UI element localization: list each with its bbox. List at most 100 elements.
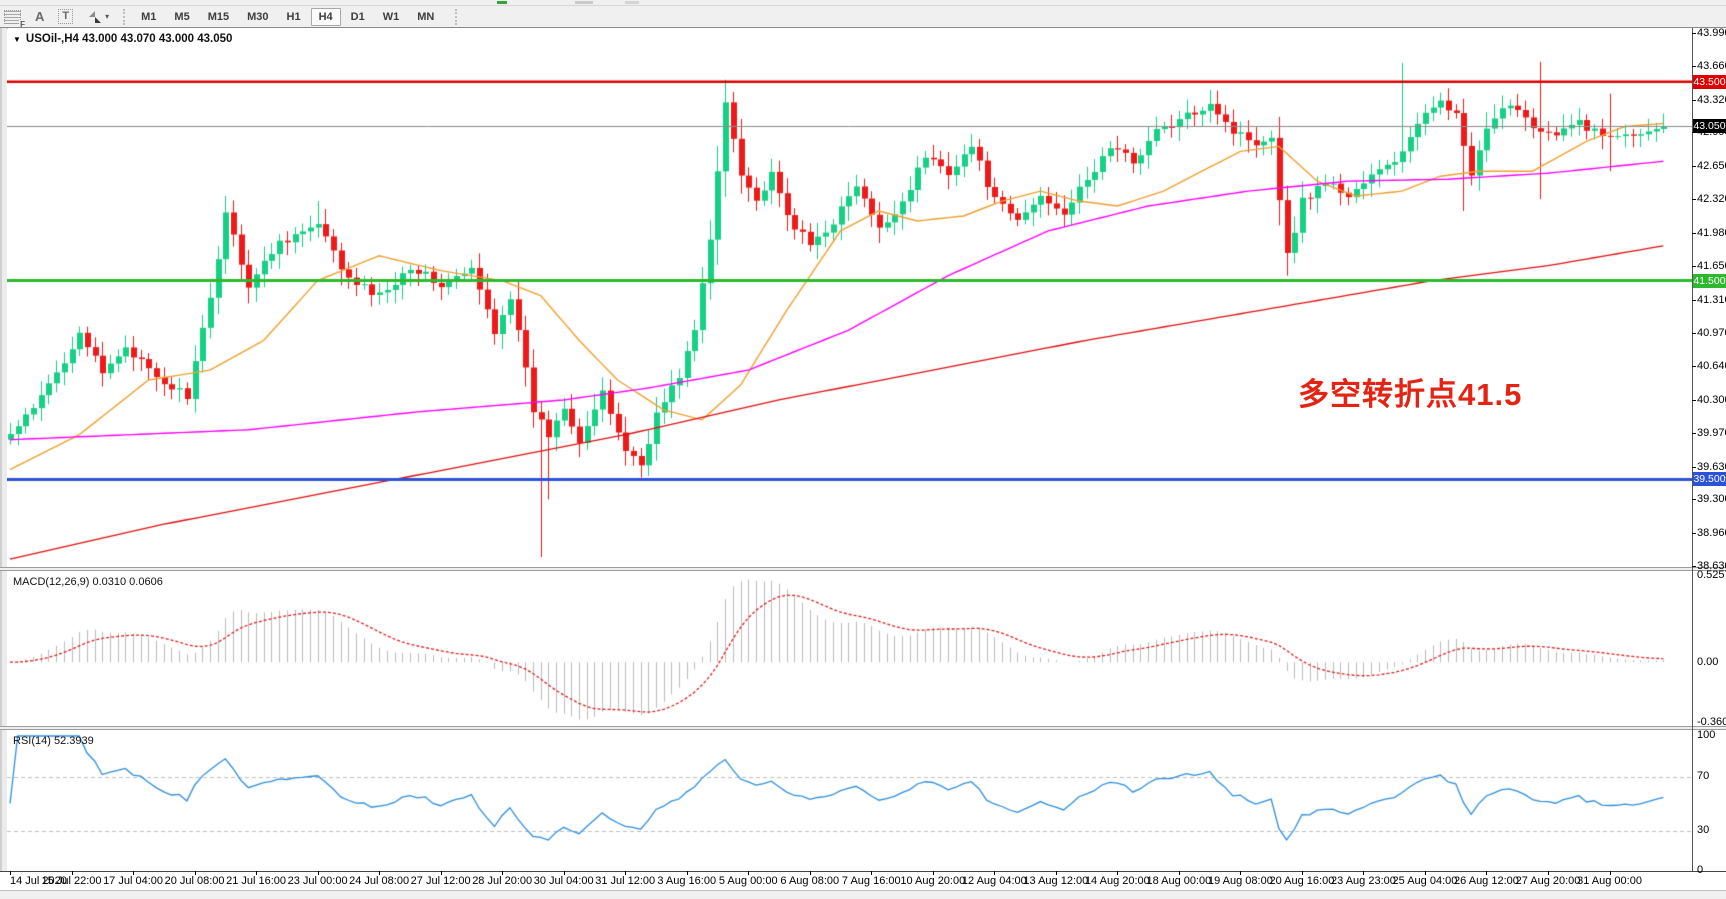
date-axis-label: 6 Aug 08:00 bbox=[780, 875, 840, 887]
price-axis-label: 43.660 bbox=[1697, 59, 1726, 72]
price-axis-tick bbox=[1692, 66, 1696, 67]
rsi-panel-canvas[interactable] bbox=[7, 730, 1692, 871]
date-axis-label: 18 Aug 00:00 bbox=[1146, 875, 1212, 887]
text-tool-icon[interactable]: T bbox=[58, 8, 74, 26]
timeframe-buttons: M1 M5 M15 M30 H1 H4 D1 W1 MN bbox=[132, 7, 443, 26]
arrows-dropdown-caret[interactable]: ▾ bbox=[105, 12, 110, 21]
arrows-glyph bbox=[89, 10, 102, 23]
timeframe-button-h4[interactable]: H4 bbox=[310, 7, 341, 26]
date-axis-label: 13 Aug 12:00 bbox=[1023, 875, 1089, 887]
timeframe-button-m5[interactable]: M5 bbox=[174, 10, 190, 23]
panel-separator-1[interactable] bbox=[0, 567, 1726, 571]
chart-title-collapse-caret[interactable]: ▼ bbox=[13, 34, 21, 44]
timeframe-button-h1[interactable]: H1 bbox=[286, 10, 301, 23]
date-axis-label: 26 Aug 12:00 bbox=[1454, 875, 1519, 887]
price-axis-label: 39.970 bbox=[1697, 426, 1726, 439]
sliver-fragment-gray2 bbox=[625, 1, 639, 4]
panel-separator-2[interactable] bbox=[0, 726, 1726, 730]
toolbar-grip[interactable] bbox=[123, 8, 126, 25]
label-tool-icon[interactable]: A bbox=[35, 9, 45, 24]
price-axis-tick bbox=[1692, 333, 1696, 334]
chart-window-top-border bbox=[0, 27, 1726, 28]
timeframe-button-m15[interactable]: M15 bbox=[207, 10, 230, 23]
date-axis-label: 31 Jul 12:00 bbox=[595, 875, 656, 887]
date-axis-label: 14 Jul 2020 bbox=[10, 875, 67, 887]
date-axis-tick bbox=[441, 871, 442, 875]
dotted-grid-f-icon[interactable]: F bbox=[4, 8, 25, 29]
date-axis-tick bbox=[1179, 871, 1180, 875]
date-axis-tick bbox=[810, 871, 811, 875]
toolbar: F A T ▾ M1 M5 M15 M30 H1 H4 D1 W1 MN bbox=[0, 6, 1726, 29]
date-axis-tick bbox=[195, 871, 196, 875]
rsi-scale-label: 0 bbox=[1697, 864, 1704, 876]
price-axis-label: 41.650 bbox=[1697, 259, 1726, 272]
macd-scale-label: 0.5257 bbox=[1697, 569, 1726, 581]
price-axis-tick bbox=[1692, 100, 1696, 101]
date-axis-label: 10 Aug 20:00 bbox=[900, 875, 966, 887]
date-axis-tick bbox=[72, 871, 73, 875]
date-axis-tick bbox=[256, 871, 257, 875]
price-axis-tick bbox=[1692, 199, 1696, 200]
price-axis-label: 39.630 bbox=[1697, 460, 1726, 473]
grid-f-letter: F bbox=[19, 19, 25, 29]
macd-scale-label: 0.00 bbox=[1697, 656, 1719, 669]
date-axis-label: 7 Aug 16:00 bbox=[841, 875, 901, 887]
date-axis-tick bbox=[10, 871, 11, 875]
date-axis-tick bbox=[871, 871, 872, 875]
price-axis-label: 39.300 bbox=[1697, 493, 1726, 506]
date-axis[interactable] bbox=[0, 871, 1726, 891]
price-axis-tick bbox=[1692, 233, 1696, 234]
timeframe-button-w1[interactable]: W1 bbox=[382, 10, 400, 23]
top-toolbar-sliver bbox=[0, 0, 1726, 6]
price-axis-label: 38.630 bbox=[1697, 560, 1726, 572]
price-axis-tick bbox=[1692, 166, 1696, 167]
main-chart-canvas[interactable] bbox=[7, 29, 1692, 567]
timeframe-button-d1[interactable]: D1 bbox=[350, 10, 365, 23]
chart-annotation-text[interactable]: 多空转折点41.5 bbox=[1298, 377, 1523, 412]
price-axis-label: 40.970 bbox=[1697, 327, 1726, 340]
price-axis-label: 43.320 bbox=[1697, 93, 1726, 106]
timeframe-button-mn[interactable]: MN bbox=[417, 10, 435, 23]
date-axis-tick bbox=[933, 871, 934, 875]
date-axis-tick bbox=[1240, 871, 1241, 875]
date-axis-tick bbox=[1610, 871, 1611, 875]
price-axis-label: 42.320 bbox=[1697, 193, 1726, 206]
price-axis-tick bbox=[1692, 499, 1696, 500]
date-axis-tick bbox=[1486, 871, 1487, 875]
price-axis-label: 43.990 bbox=[1697, 27, 1726, 39]
timeframe-button-m30[interactable]: M30 bbox=[247, 10, 269, 23]
price-axis-tick bbox=[1692, 300, 1696, 301]
price-axis-tick bbox=[1692, 266, 1696, 267]
date-axis-label: 15 Jul 22:00 bbox=[41, 875, 102, 887]
date-axis-label: 20 Aug 16:00 bbox=[1269, 875, 1335, 887]
price-axis-tick bbox=[1692, 400, 1696, 401]
date-axis-label: 20 Jul 08:00 bbox=[164, 875, 225, 887]
macd-panel-canvas[interactable] bbox=[7, 571, 1692, 726]
date-axis-label: 19 Aug 08:00 bbox=[1207, 875, 1273, 887]
dotted-grid-icon: F bbox=[4, 9, 25, 29]
date-axis-label: 12 Aug 04:00 bbox=[961, 875, 1027, 887]
date-axis-label: 27 Aug 20:00 bbox=[1515, 875, 1581, 887]
price-level-badge-39.500: 39.500 bbox=[1693, 472, 1726, 487]
price-axis-tick bbox=[1692, 366, 1696, 367]
sliver-fragment-green bbox=[497, 1, 507, 4]
date-axis-tick bbox=[1363, 871, 1364, 875]
date-axis-label: 3 Aug 16:00 bbox=[657, 875, 717, 887]
date-axis-label: 27 Jul 12:00 bbox=[410, 875, 471, 887]
timeframe-button-m1[interactable]: M1 bbox=[141, 10, 157, 23]
date-axis-tick bbox=[1302, 871, 1303, 875]
date-axis-label: 24 Jul 08:00 bbox=[349, 875, 410, 887]
price-axis-label: 40.640 bbox=[1697, 360, 1726, 373]
date-axis-tick bbox=[625, 871, 626, 875]
toolbar-grip-2[interactable] bbox=[455, 8, 458, 25]
price-axis-tick bbox=[1692, 433, 1696, 434]
date-axis-tick bbox=[133, 871, 134, 875]
date-axis-tick bbox=[687, 871, 688, 875]
date-axis-label: 21 Jul 16:00 bbox=[226, 875, 287, 887]
price-axis-tick bbox=[1692, 533, 1696, 534]
date-axis-tick bbox=[379, 871, 380, 875]
arrows-tool-icon[interactable]: ▾ bbox=[87, 8, 109, 26]
date-axis-label: 5 Aug 00:00 bbox=[718, 875, 778, 887]
date-axis-tick bbox=[1056, 871, 1057, 875]
price-axis-label: 40.300 bbox=[1697, 393, 1726, 406]
